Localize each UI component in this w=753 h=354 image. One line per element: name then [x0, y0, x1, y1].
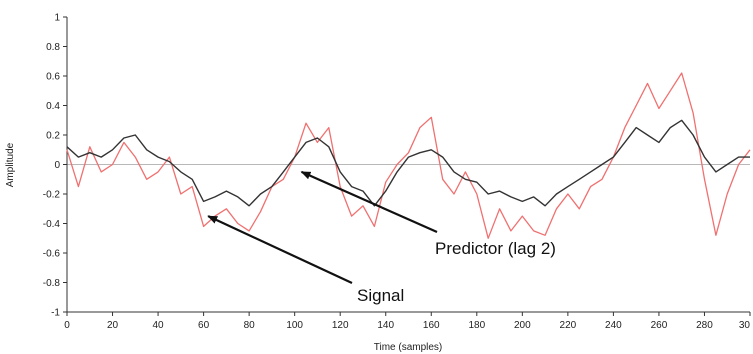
x-tick-label: 280 [696, 320, 713, 331]
y-tick-label: 1 [54, 13, 60, 24]
annotation-arrow [207, 215, 353, 284]
x-tick-label: 0 [64, 320, 70, 331]
y-tick-label: 0.8 [46, 42, 60, 53]
x-axis-title: Time (samples) [374, 342, 443, 353]
x-tick-label: 140 [377, 320, 394, 331]
y-tick-label: -0.8 [43, 278, 61, 289]
x-tick-label: 30 [739, 320, 751, 331]
x-tick-label: 20 [107, 320, 119, 331]
annotation-label: Predictor (lag 2) [435, 239, 556, 258]
y-tick-label: 0.4 [46, 101, 60, 112]
y-tick-label: -0.6 [43, 249, 61, 260]
y-tick-label: 0 [54, 160, 60, 171]
x-tick-label: 160 [423, 320, 440, 331]
series-line-2 [66, 119, 750, 207]
y-tick-label: -0.2 [43, 190, 61, 201]
x-tick-label: 180 [468, 320, 485, 331]
x-tick-label: 80 [244, 320, 256, 331]
y-tick-label: -1 [51, 308, 60, 319]
y-axis-title: Amplitude [5, 142, 16, 187]
x-tick-label: 100 [286, 320, 303, 331]
x-tick-label: 240 [605, 320, 622, 331]
x-tick-label: 60 [198, 320, 210, 331]
y-tick-label: -0.4 [43, 219, 61, 230]
y-tick-label: 0.2 [46, 131, 60, 142]
annotation-arrow [300, 170, 438, 234]
x-tick-label: 220 [560, 320, 577, 331]
annotation-label: Signal [357, 286, 404, 305]
series-line-1 [66, 72, 751, 239]
x-tick-label: 120 [332, 320, 349, 331]
x-tick-label: 260 [651, 320, 668, 331]
y-tick-label: 0.6 [46, 72, 60, 83]
x-tick-label: 200 [514, 320, 531, 331]
x-tick-label: 40 [153, 320, 165, 331]
